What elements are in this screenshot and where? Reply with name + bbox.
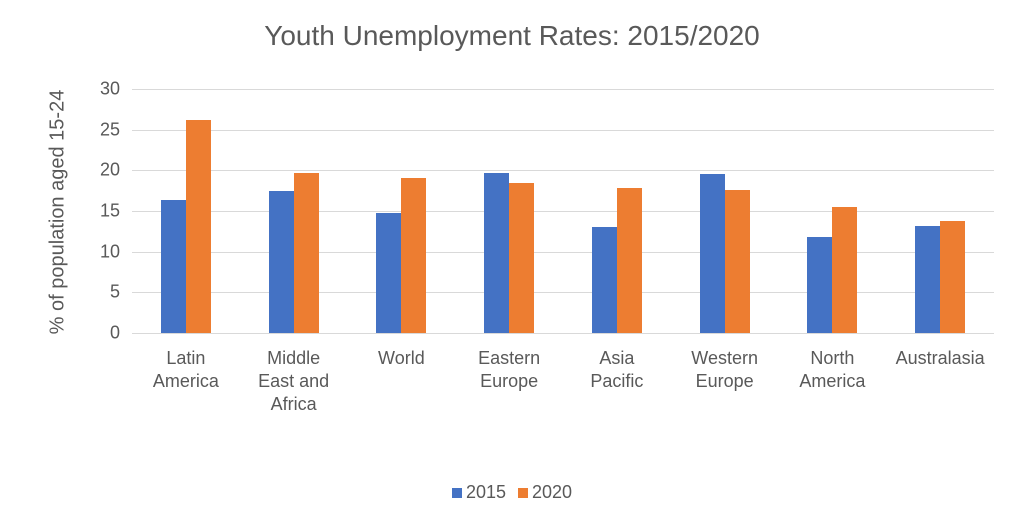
gridline: [132, 89, 994, 90]
bar-2020: [293, 172, 319, 333]
x-category-label: North America: [799, 348, 866, 391]
bar-2020: [616, 188, 642, 333]
y-tick-label: 15: [99, 200, 120, 221]
bar-2020: [832, 206, 858, 333]
gridline: [132, 251, 994, 253]
y-tick-label: 5: [109, 281, 120, 302]
bar-2015: [591, 227, 617, 333]
bar-2015: [807, 237, 833, 333]
legend: 2015 2020: [0, 482, 1024, 503]
bar-2020: [185, 119, 211, 333]
gridline: [132, 129, 994, 131]
x-category-label: Middle East and Africa: [258, 348, 330, 414]
gridline: [132, 211, 994, 212]
bar-2020: [724, 189, 750, 333]
legend-label: 2020: [532, 482, 573, 502]
bar-2015: [160, 199, 186, 333]
gridline: [132, 333, 994, 334]
y-tick-label: 25: [99, 119, 120, 140]
x-category-label: Latin America: [152, 348, 219, 391]
bar-2015: [699, 174, 725, 333]
bar-2015: [376, 212, 402, 333]
legend-swatch: [451, 487, 462, 498]
x-category-label: Western Europe: [691, 348, 758, 391]
legend-swatch: [518, 487, 528, 498]
x-category-label: World: [378, 348, 425, 368]
x-category-label: Australasia: [895, 348, 985, 368]
chart-title: Youth Unemployment Rates: 2015/2020: [264, 20, 760, 51]
plot-area: 0 5 10 15 20 25 30 Latin America Middle East and…: [100, 79, 994, 414]
y-tick-label: 0: [109, 322, 120, 343]
legend-label: 2015: [465, 482, 506, 502]
bar-2020: [401, 177, 427, 333]
y-tick-label: 10: [99, 241, 120, 262]
bar-2020: [509, 182, 535, 333]
gridline: [132, 292, 994, 294]
legend-item-2015: 2015: [451, 482, 506, 503]
legend-item-2020: 2020: [518, 482, 572, 503]
x-category-label: Eastern Europe: [478, 348, 541, 391]
y-axis-label: % of population aged 15-24: [46, 89, 69, 335]
bar-2015: [915, 225, 941, 333]
y-tick-label: 30: [99, 78, 120, 99]
bar-2020: [940, 220, 966, 333]
bar-2015: [484, 172, 510, 333]
gridline: [132, 170, 994, 172]
x-category-label: Asia Pacific: [590, 348, 644, 391]
bar-2015: [268, 190, 294, 333]
y-tick-label: 20: [99, 159, 120, 180]
